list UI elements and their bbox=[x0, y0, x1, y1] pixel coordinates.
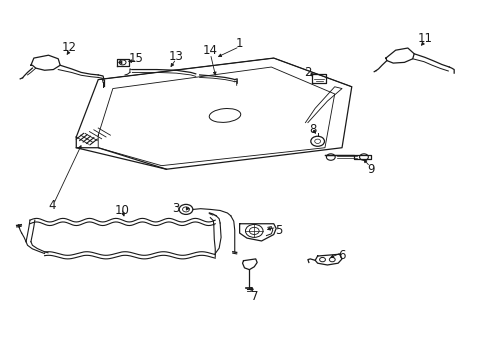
Text: 7: 7 bbox=[250, 290, 258, 303]
Text: 13: 13 bbox=[168, 50, 183, 63]
Text: 11: 11 bbox=[417, 32, 431, 45]
Text: 3: 3 bbox=[172, 202, 180, 215]
Text: 6: 6 bbox=[338, 249, 345, 262]
Text: 10: 10 bbox=[115, 204, 130, 217]
Text: 8: 8 bbox=[308, 123, 316, 136]
Text: 15: 15 bbox=[128, 51, 143, 64]
Text: 14: 14 bbox=[203, 44, 218, 57]
Text: 1: 1 bbox=[235, 37, 243, 50]
Text: 4: 4 bbox=[48, 199, 56, 212]
Text: 5: 5 bbox=[274, 224, 282, 237]
Text: 2: 2 bbox=[304, 66, 311, 79]
Text: 9: 9 bbox=[367, 163, 374, 176]
Text: 12: 12 bbox=[61, 41, 76, 54]
